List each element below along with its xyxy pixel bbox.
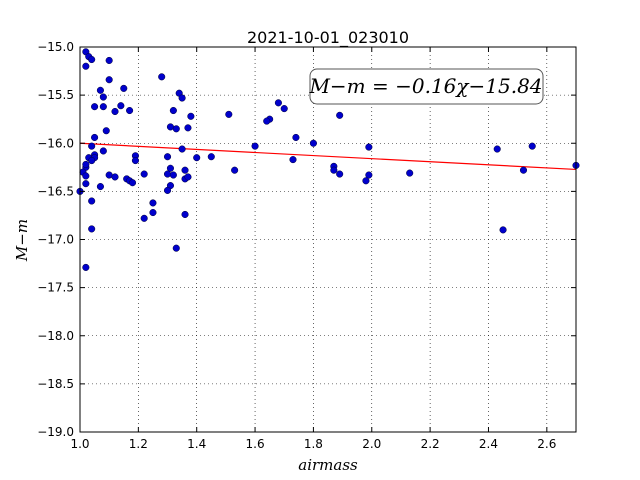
data-point (163, 186, 172, 194)
data-point (528, 142, 536, 150)
annotation-text: M−m = −0.16χ−15.84 (308, 74, 542, 98)
data-point (99, 147, 107, 155)
x-axis-label: airmass (298, 456, 358, 474)
y-tick-label: −17.5 (37, 281, 74, 295)
data-point (187, 112, 195, 120)
data-point (172, 125, 180, 133)
data-point (231, 166, 239, 174)
data-point (82, 172, 90, 180)
y-tick-label: −19.0 (37, 425, 74, 439)
data-point (105, 76, 113, 84)
data-point (181, 210, 189, 219)
data-point (172, 244, 180, 252)
fit-line (79, 142, 577, 171)
data-point (88, 197, 96, 205)
data-point (111, 173, 119, 181)
data-point (169, 171, 177, 179)
y-tick-label: −16.0 (37, 136, 74, 150)
grid-layer (79, 46, 576, 433)
data-point (91, 133, 99, 142)
data-point (274, 99, 282, 107)
data-point (105, 56, 113, 65)
data-point (158, 73, 166, 81)
chart-title: 2021-10-01_023010 (247, 28, 409, 48)
fit-layer (79, 142, 577, 171)
data-point (406, 169, 414, 177)
data-point (169, 106, 177, 115)
y-axis-label: M−m (13, 219, 31, 262)
x-tick-label: 1.4 (187, 437, 206, 451)
x-tick-label: 2.6 (537, 437, 556, 451)
data-point (163, 153, 172, 161)
data-point (128, 179, 137, 187)
data-point (184, 173, 192, 181)
x-tick-label: 1.6 (246, 437, 265, 451)
data-point (330, 166, 338, 174)
data-point (140, 170, 148, 178)
data-point (163, 170, 172, 178)
fit-annotation: M−m = −0.16χ−15.84 (308, 68, 544, 105)
data-point (149, 209, 157, 217)
y-tick-label: −15.5 (37, 88, 74, 102)
data-point (263, 117, 271, 125)
data-point (493, 145, 501, 153)
data-point (96, 183, 104, 191)
data-point (131, 157, 139, 165)
data-point (149, 199, 157, 207)
data-point (178, 94, 186, 102)
data-point (126, 106, 134, 115)
data-point (102, 127, 110, 135)
x-tick-label: 1.2 (129, 437, 148, 451)
y-tick-label: −18.0 (37, 329, 74, 343)
y-tick-label: −16.5 (37, 184, 74, 198)
data-point (181, 166, 189, 174)
data-point (111, 107, 119, 116)
data-point (96, 86, 104, 94)
data-point (117, 102, 125, 110)
data-point (292, 133, 300, 142)
data-point (365, 171, 373, 179)
data-point (365, 143, 373, 151)
data-point (82, 180, 90, 188)
data-point (82, 62, 90, 70)
data-point (88, 157, 96, 165)
data-point (82, 263, 90, 271)
data-point (88, 55, 96, 64)
data-point (289, 156, 297, 164)
data-point (193, 154, 201, 162)
data-point (91, 103, 99, 111)
data-point (309, 139, 317, 147)
data-point (225, 110, 233, 118)
annotation-box (309, 68, 544, 105)
data-point (184, 124, 192, 132)
data-point (207, 153, 215, 161)
data-point (280, 105, 288, 113)
x-tick-label: 1.8 (304, 437, 323, 451)
y-tick-label: −18.5 (37, 377, 74, 391)
y-tick-label: −17.0 (37, 233, 74, 247)
data-point (99, 93, 107, 101)
data-point (166, 164, 174, 172)
x-tick-label: 2.0 (362, 437, 381, 451)
y-tick-label: −15.0 (37, 40, 74, 54)
data-point (88, 142, 96, 150)
data-point (519, 166, 528, 174)
data-point (140, 214, 148, 222)
data-point (251, 142, 259, 150)
data-point (82, 160, 90, 168)
data-point (336, 170, 344, 178)
tick-layer: 1.0 1.2 1.4 1.6 1.8 2.0 2.2 2.4 2.6 −15.0 −15.5 −16… (37, 40, 576, 451)
data-point (362, 177, 370, 185)
data-point (99, 103, 107, 111)
x-tick-label: 1.0 (70, 437, 89, 451)
x-tick-label: 2.2 (421, 437, 440, 451)
x-tick-label: 2.4 (479, 437, 498, 451)
data-point (336, 111, 344, 119)
data-point (499, 226, 507, 234)
data-point (178, 145, 186, 153)
data-point (120, 84, 128, 92)
data-point (88, 225, 96, 233)
